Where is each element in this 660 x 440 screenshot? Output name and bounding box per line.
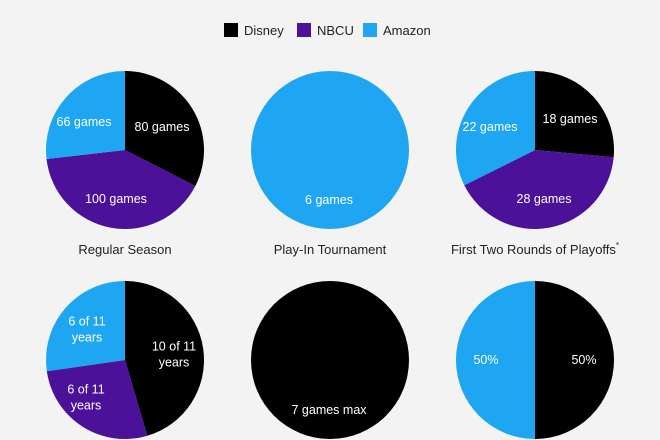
slice-label-disney: 18 games [543,112,598,126]
pie-slice-amazon [46,281,125,372]
slice-label-nbcu: 100 games [85,192,147,206]
pie-chart-6: 50% 50% [456,281,614,439]
slice-label-amazon: 22 games [463,120,518,134]
legend-item-nbcu: NBCU [297,23,354,38]
legend-swatch-amazon [363,23,377,37]
legend: Disney NBCU Amazon [224,23,431,38]
legend-label-nbcu: NBCU [317,23,354,38]
pie-slice-amazon [45,71,125,160]
chart-title-first-two-rounds-of-playoffs: First Two Rounds of Playoffs* [451,241,619,257]
pie-chart-1: 80 games 100 games 66 games Regular Season [45,71,204,257]
slice-label-amazon: 6 of 11 years [68,315,105,345]
legend-swatch-disney [224,23,238,37]
pie-slice-amazon [456,281,535,439]
chart-title-text: Regular Season [78,242,171,257]
pie-slice-amazon [456,71,535,186]
slice-label-amazon: 66 games [57,115,112,129]
legend-item-disney: Disney [224,23,284,38]
legend-label-disney: Disney [244,23,284,38]
pie-slice-nbcu [46,150,196,230]
pie-slice-disney [535,281,614,439]
pie-slice-nbcu [464,150,614,230]
slice-label-amazon: 6 games [305,193,353,207]
pie-chart-5: 7 games max [251,281,409,439]
slice-label-disney: 80 games [135,120,190,134]
legend-item-amazon: Amazon [363,23,431,38]
pie-chart-3: 18 games 28 games 22 games First Two Rounds… [451,71,619,257]
pie-chart-4: 10 of 11 years 6 of 11 years 6 of 11 years [46,281,204,440]
chart-title-footnote-marker: * [616,241,619,250]
pie-slice-disney [535,71,614,158]
slice-label-amazon: 50% [473,353,498,367]
pie-slice-disney [125,71,204,186]
legend-swatch-nbcu [297,23,311,37]
pie-slice-disney [125,281,204,436]
slice-label-disney: 10 of 11 years [152,340,196,370]
slice-label-disney: 50% [571,353,596,367]
chart-title-text: First Two Rounds of Playoffs [451,242,616,257]
slice-label-nbcu: 6 of 11 years [67,383,104,413]
pie-slice-nbcu [46,360,148,440]
charts: 80 games 100 games 66 games Regular Season 6… [45,71,619,440]
chart-title-regular-season: Regular Season [78,242,171,257]
legend-label-amazon: Amazon [383,23,431,38]
pie-slice-amazon [251,71,409,229]
chart-title-play-in-tournament: Play-In Tournament [274,242,387,257]
chart-title-text: Play-In Tournament [274,242,387,257]
pie-chart-2: 6 games Play-In Tournament [251,71,409,257]
slice-label-disney: 7 games max [291,403,367,417]
pie-slice-disney [251,281,409,439]
slice-label-nbcu: 28 games [517,192,572,206]
